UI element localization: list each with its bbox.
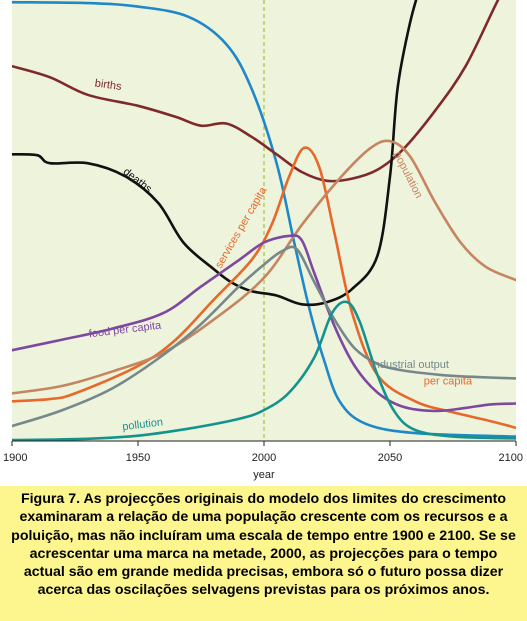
series-line-births [12, 0, 500, 183]
x-tick-label-2000: 2000 [252, 452, 276, 464]
x-tick-label-2050: 2050 [378, 452, 402, 464]
series-label-industrial-output: industrial output [371, 359, 449, 371]
series-line-pollution [12, 300, 516, 441]
x-axis-title: year [253, 469, 275, 481]
x-tick-label-1950: 1950 [126, 452, 150, 464]
series-line-deaths [12, 0, 418, 307]
series-label-pollution: pollution [122, 416, 164, 433]
series-line-services-per-capita [12, 146, 516, 430]
series-label-per-capita: per capita [424, 376, 473, 388]
series-line-population [12, 139, 516, 395]
x-tick-label-2100: 2100 [499, 452, 523, 464]
x-tick-label-1900: 1900 [3, 452, 27, 464]
series-line-industrial-output-per-capita [12, 245, 516, 428]
series-line-food-per-capita [12, 234, 516, 413]
series-label-births: births [94, 77, 123, 93]
figure-caption: Figura 7. As projecções originais do mod… [0, 486, 527, 621]
series-line-resources [12, 0, 516, 438]
